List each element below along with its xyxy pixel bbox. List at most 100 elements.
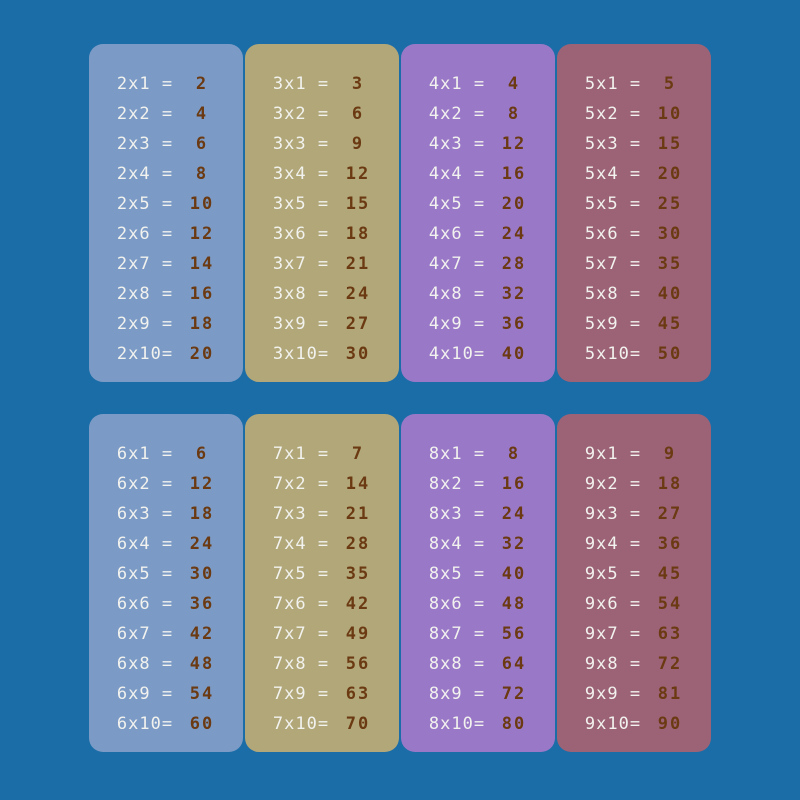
expression: 2x9 =: [116, 314, 174, 334]
result: 21: [345, 254, 371, 274]
result: 80: [501, 714, 527, 734]
table-card: 4x1 = 4 4x2 = 8 4x3 = 12 4x4 = 16 4x5 = 20 4x6 = 24…: [401, 44, 555, 382]
table-row: 8x9 = 72: [401, 679, 555, 709]
expression: 3x5 =: [272, 194, 330, 214]
result: 27: [657, 504, 683, 524]
result: 20: [501, 194, 527, 214]
result: 54: [657, 594, 683, 614]
expression: 3x7 =: [272, 254, 330, 274]
result: 18: [657, 474, 683, 494]
result: 32: [501, 534, 527, 554]
result: 15: [345, 194, 371, 214]
table-row: 4x7 = 28: [401, 249, 555, 279]
result: 72: [501, 684, 527, 704]
expression: 5x6 =: [584, 224, 642, 244]
expression: 9x6 =: [584, 594, 642, 614]
table-card: 2x1 = 2 2x2 = 4 2x3 = 6 2x4 = 8 2x5 = 10 2x6 = 12 2x…: [89, 44, 243, 382]
result: 18: [189, 314, 215, 334]
result: 14: [189, 254, 215, 274]
result: 28: [501, 254, 527, 274]
result: 42: [189, 624, 215, 644]
result: 6: [195, 444, 209, 464]
result: 42: [345, 594, 371, 614]
result: 2: [195, 74, 209, 94]
result: 5: [663, 74, 677, 94]
result: 7: [351, 444, 365, 464]
expression: 5x5 =: [584, 194, 642, 214]
table-row: 4x6 = 24: [401, 219, 555, 249]
result: 49: [345, 624, 371, 644]
expression: 8x5 =: [428, 564, 486, 584]
table-row: 6x1 = 6: [89, 439, 243, 469]
table-row: 2x3 = 6: [89, 129, 243, 159]
result: 16: [501, 474, 527, 494]
expression: 9x9 =: [584, 684, 642, 704]
table-row: 3x1 = 3: [245, 69, 399, 99]
result: 4: [195, 104, 209, 124]
table-row: 5x1 = 5: [557, 69, 711, 99]
result: 24: [345, 284, 371, 304]
expression: 6x1 =: [116, 444, 174, 464]
result: 40: [501, 344, 527, 364]
expression: 8x4 =: [428, 534, 486, 554]
table-row: 7x10= 70: [245, 709, 399, 739]
expression: 3x9 =: [272, 314, 330, 334]
expression: 7x9 =: [272, 684, 330, 704]
result: 48: [501, 594, 527, 614]
result: 36: [189, 594, 215, 614]
expression: 5x3 =: [584, 134, 642, 154]
table-card: 6x1 = 6 6x2 = 12 6x3 = 18 6x4 = 24 6x5 = 30 6x6 = 3…: [89, 414, 243, 752]
result: 8: [195, 164, 209, 184]
table-row: 5x10= 50: [557, 339, 711, 369]
expression: 9x3 =: [584, 504, 642, 524]
table-row: 6x9 = 54: [89, 679, 243, 709]
result: 6: [351, 104, 365, 124]
result: 4: [507, 74, 521, 94]
table-row: 4x8 = 32: [401, 279, 555, 309]
table-row: 2x7 = 14: [89, 249, 243, 279]
result: 9: [663, 444, 677, 464]
table-row: 9x10= 90: [557, 709, 711, 739]
table-row: 4x5 = 20: [401, 189, 555, 219]
table-row: 3x7 = 21: [245, 249, 399, 279]
expression: 4x8 =: [428, 284, 486, 304]
table-row: 8x4 = 32: [401, 529, 555, 559]
expression: 8x2 =: [428, 474, 486, 494]
result: 35: [657, 254, 683, 274]
table-row: 5x7 = 35: [557, 249, 711, 279]
expression: 8x9 =: [428, 684, 486, 704]
table-row: 7x9 = 63: [245, 679, 399, 709]
table-row: 9x3 = 27: [557, 499, 711, 529]
table-row: 9x8 = 72: [557, 649, 711, 679]
result: 48: [189, 654, 215, 674]
table-row: 7x6 = 42: [245, 589, 399, 619]
table-row: 9x9 = 81: [557, 679, 711, 709]
table-row: 6x6 = 36: [89, 589, 243, 619]
table-row: 6x8 = 48: [89, 649, 243, 679]
table-row: 6x2 = 12: [89, 469, 243, 499]
result: 36: [501, 314, 527, 334]
expression: 3x3 =: [272, 134, 330, 154]
expression: 3x6 =: [272, 224, 330, 244]
expression: 4x7 =: [428, 254, 486, 274]
expression: 6x6 =: [116, 594, 174, 614]
expression: 2x7 =: [116, 254, 174, 274]
table-row: 3x6 = 18: [245, 219, 399, 249]
expression: 9x7 =: [584, 624, 642, 644]
expression: 7x3 =: [272, 504, 330, 524]
expression: 7x8 =: [272, 654, 330, 674]
table-row: 7x5 = 35: [245, 559, 399, 589]
expression: 8x10=: [428, 714, 486, 734]
result: 27: [345, 314, 371, 334]
result: 16: [189, 284, 215, 304]
expression: 8x7 =: [428, 624, 486, 644]
result: 50: [657, 344, 683, 364]
result: 15: [657, 134, 683, 154]
expression: 4x10=: [428, 344, 486, 364]
expression: 2x10=: [116, 344, 174, 364]
expression: 2x4 =: [116, 164, 174, 184]
result: 3: [351, 74, 365, 94]
result: 25: [657, 194, 683, 214]
expression: 8x1 =: [428, 444, 486, 464]
